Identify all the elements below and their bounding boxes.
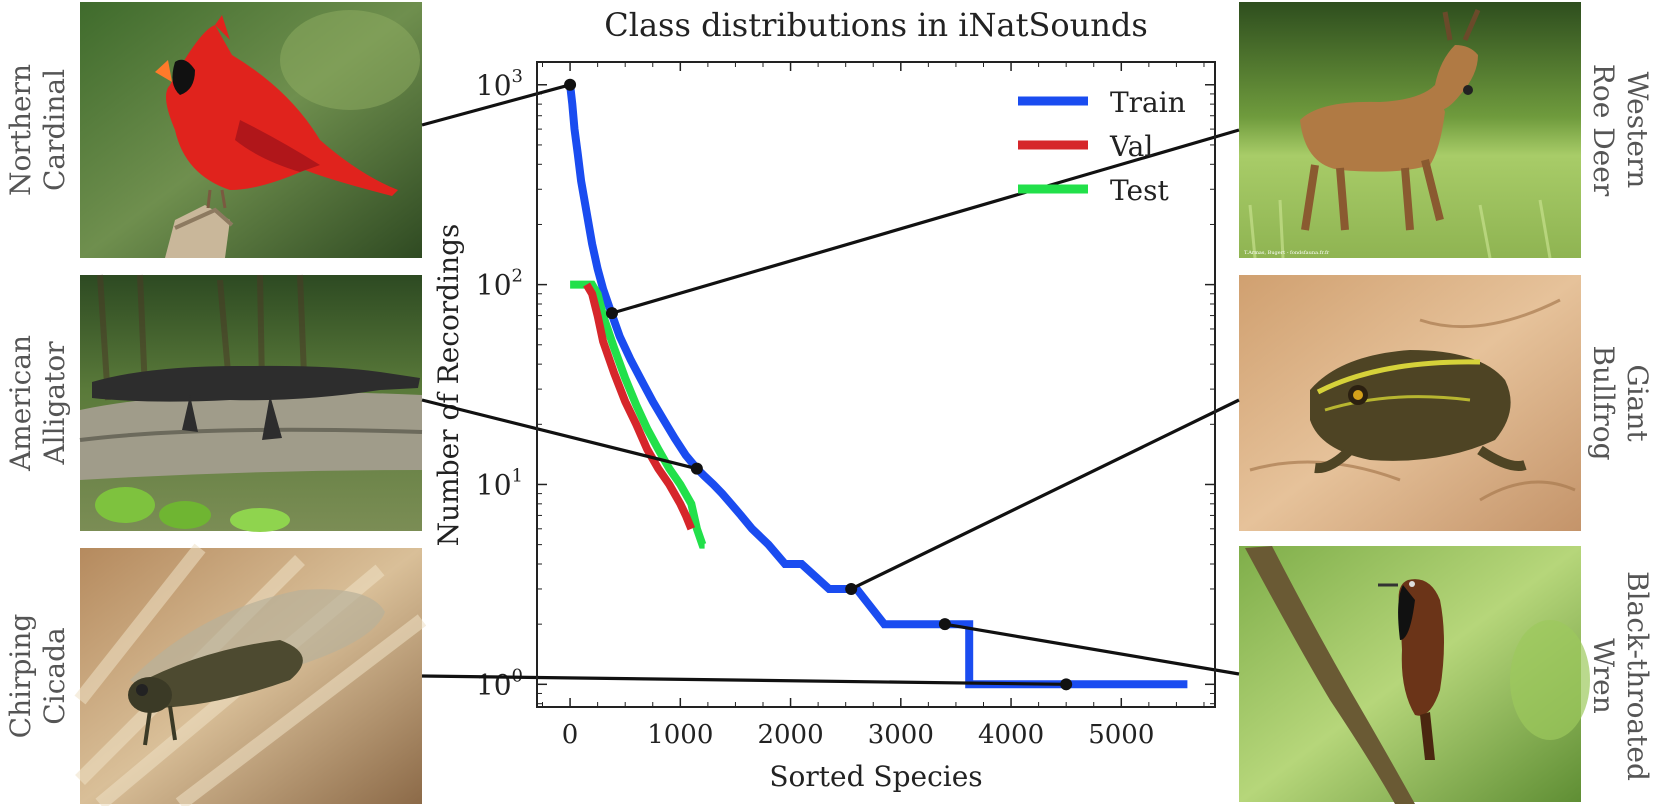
series-line-val [583,282,696,531]
marker-deer [605,307,618,320]
deer-photo: T.Armas, Bugert - fondsfauna.fr.fr [1239,2,1581,259]
legend-label-test: Test [1110,174,1169,207]
connector-alligator [421,398,698,471]
y-tick-label: 102 [476,266,523,302]
marker-wren [938,618,951,631]
label-line-2: Cicada [38,627,71,724]
species-labels: Northern Cardinal American Alligator Chi… [4,64,1654,781]
label-line-2: Wren [1587,638,1620,714]
cicada-photo [74,543,427,810]
wren-photo [1239,546,1590,804]
marker-cicada [1060,678,1073,691]
deer-photo-credit: T.Armas, Bugert - fondsfauna.fr.fr [1244,250,1330,256]
label-line-1: Black-throated [1621,571,1654,781]
chart: Class distributions in iNatSounds Sorted… [421,6,1240,793]
connector-cicada [421,674,1067,686]
label-line-1: Northern [4,64,37,196]
series-lines [566,84,1188,689]
label-western-roe-deer: Western Roe Deer [1587,64,1654,197]
label-giant-bullfrog: Giant Bullfrog [1587,345,1654,460]
marker-bullfrog [845,582,858,595]
plot-frame [536,61,1216,708]
y-tick-label: 103 [476,66,523,102]
y-axis-label: Number of Recordings [432,224,465,547]
x-axis-label: Sorted Species [769,760,982,793]
legend: Train Val Test [1018,86,1186,207]
x-tick-label: 4000 [978,720,1044,750]
label-line-1: Chirping [4,614,37,739]
x-tick-label: 3000 [868,720,934,750]
connector-wren [944,622,1240,676]
species-markers [564,78,1073,691]
legend-label-val: Val [1109,130,1153,163]
connector-bullfrog [850,398,1240,591]
label-line-2: Roe Deer [1587,64,1620,197]
axis-ticks: 0 1000 2000 3000 4000 5000 100 101 102 103 [476,62,1215,750]
label-line-2: Alligator [38,341,71,466]
y-tick-label: 101 [476,465,523,501]
label-line-1: Giant [1621,364,1654,442]
connector-lines [421,83,1240,686]
label-american-alligator: American Alligator [4,335,71,472]
label-chirping-cicada: Chirping Cicada [4,614,71,739]
x-tick-label: 2000 [757,720,823,750]
alligator-photo [79,274,423,532]
series-line-test [570,280,707,549]
cardinal-photo [80,2,422,258]
label-line-1: Western [1621,72,1654,189]
series-line-train [566,84,1188,689]
label-line-1: American [4,335,37,472]
legend-label-train: Train [1110,86,1186,119]
bullfrog-photo [1239,275,1581,531]
label-line-2: Bullfrog [1587,345,1620,460]
marker-alligator [690,462,703,475]
connector-deer [611,128,1240,315]
x-tick-label: 1000 [647,720,713,750]
x-tick-label: 5000 [1088,720,1154,750]
chart-title: Class distributions in iNatSounds [604,6,1148,44]
label-line-2: Cardinal [38,69,71,191]
y-tick-label: 100 [476,665,523,701]
marker-cardinal [564,78,577,91]
label-black-throated-wren: Black-throated Wren [1587,571,1654,781]
connector-cardinal [421,83,571,127]
x-tick-label: 0 [562,720,579,750]
label-northern-cardinal: Northern Cardinal [4,64,71,196]
